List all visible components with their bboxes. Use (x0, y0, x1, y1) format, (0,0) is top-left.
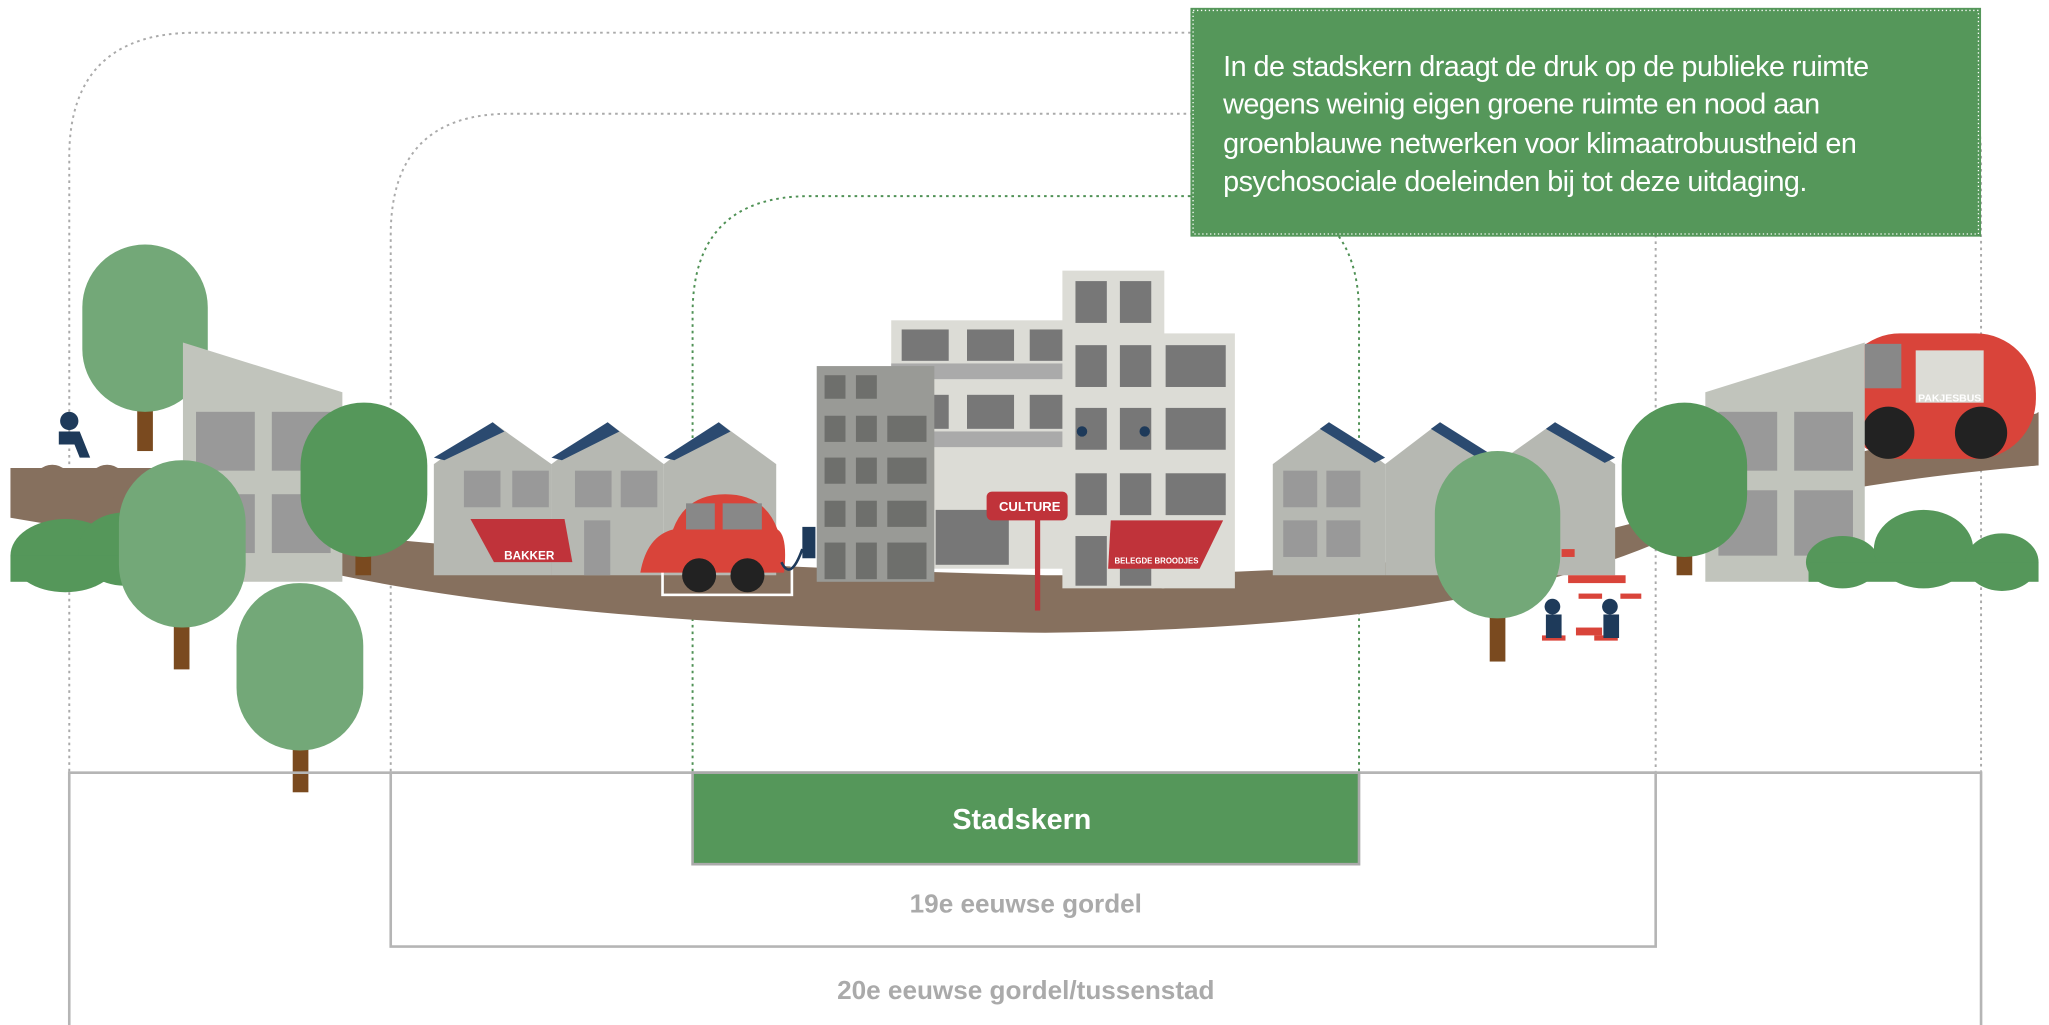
culture-sign: CULTURE (999, 499, 1061, 514)
central-buildings-part-part (856, 501, 877, 527)
central-buildings-part-part (887, 458, 926, 484)
illustration: BAKKER CULTURE BELEGDE BROODJES (0, 0, 2049, 1025)
page: BAKKER CULTURE BELEGDE BROODJES (0, 0, 2049, 1025)
central-buildings-part-part (856, 416, 877, 442)
right-scene-part (1283, 520, 1317, 557)
right-scene-part-part (1620, 594, 1641, 599)
right-scene-part (1809, 562, 2039, 582)
callout-text: In de stadskern draagt de druk op de pub… (1223, 51, 1869, 83)
electric-car-part (723, 503, 762, 529)
left-scene-part (59, 431, 90, 457)
central-buildings-part-part (1120, 281, 1151, 323)
right-scene-part-part (1568, 575, 1625, 583)
row-houses-part (621, 471, 658, 508)
central-buildings-part (1030, 329, 1064, 360)
row-houses-part (584, 520, 610, 575)
zone-label: 19e eeuwse gordel (910, 889, 1142, 919)
right-scene-part (1865, 344, 1902, 388)
right-scene-part (1545, 599, 1561, 615)
electric-car-part (682, 558, 716, 592)
central-buildings-part-part (825, 458, 846, 484)
central-buildings-part-part (1075, 345, 1106, 387)
callout-text: groenblauwe netwerken voor klimaatrobuus… (1223, 128, 1856, 160)
central-buildings-part (1030, 395, 1064, 429)
right-scene (1273, 333, 2039, 661)
central-buildings-part-part (887, 543, 926, 580)
central-buildings-part-part (1166, 408, 1226, 450)
right-scene-part (1602, 599, 1618, 615)
central-buildings-part-part (1166, 473, 1226, 515)
right-scene-part-part (1576, 628, 1602, 636)
central-buildings-part-part (856, 458, 877, 484)
central-buildings-part (967, 395, 1014, 429)
central-buildings-part-part (856, 375, 877, 399)
right-scene-part (1794, 412, 1853, 471)
left-scene-part (237, 583, 364, 750)
central-buildings-part-part (1075, 473, 1106, 515)
central-buildings-part-part (825, 543, 846, 580)
electric-car-part (730, 558, 764, 592)
right-scene-part (1955, 407, 2007, 459)
central-buildings-part (1077, 426, 1087, 436)
row-houses-part (464, 471, 501, 508)
left-scene-part (196, 412, 255, 471)
right-scene-part (1603, 614, 1619, 638)
bakery-sign: BAKKER (504, 550, 555, 563)
central-buildings-part-part (856, 543, 877, 580)
central-buildings-part (1139, 426, 1149, 436)
right-scene-part-part (1579, 594, 1603, 599)
right-scene-part-part (1562, 549, 1575, 557)
central-buildings-part-part (887, 501, 926, 527)
zone-label: Stadskern (952, 804, 1091, 836)
central-buildings-part (967, 329, 1014, 360)
callout-part (1190, 8, 1981, 237)
right-scene-part (1326, 520, 1360, 557)
central-buildings-part-part (825, 416, 846, 442)
right-scene-part (1283, 471, 1317, 508)
central-buildings-part-part (1075, 536, 1106, 586)
row-houses-part (512, 471, 549, 508)
left-scene-part (301, 403, 428, 557)
right-scene-part (1546, 614, 1562, 638)
left-scene-part (60, 412, 78, 430)
right-scene-part (1862, 407, 1914, 459)
zone-label: 20e eeuwse gordel/tussenstad (837, 975, 1214, 1005)
row-houses-part (575, 471, 612, 508)
callout (1190, 8, 1981, 237)
central-buildings-part-part (1120, 473, 1151, 515)
van-sign: PAKJESBUS (1918, 393, 1981, 404)
right-scene-part (1622, 403, 1747, 557)
right-scene-part (1326, 471, 1360, 508)
central-buildings-part-part (1120, 345, 1151, 387)
callout-text: psychosociale doeleinden bij tot deze ui… (1223, 166, 1807, 198)
right-scene-part (1435, 451, 1560, 618)
central-buildings-part-part (1166, 345, 1226, 387)
callout-text: wegens weinig eigen groene ruimte en noo… (1222, 89, 1819, 121)
central-buildings-part-part (825, 375, 846, 399)
central-buildings-part-part (1075, 281, 1106, 323)
electric-car-part (686, 503, 715, 529)
electric-car-part (802, 527, 815, 558)
left-scene-part (119, 460, 246, 627)
sandwich-sign: BELEGDE BROODJES (1115, 556, 1199, 565)
central-buildings-part-part (825, 501, 846, 527)
central-buildings-part (902, 329, 949, 360)
central-buildings-part-part (887, 416, 926, 442)
